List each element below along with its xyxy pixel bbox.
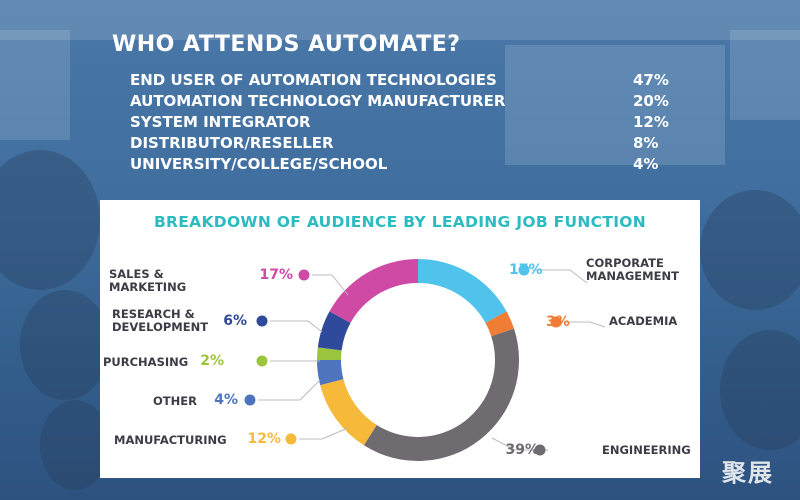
attendance-pct: 4% xyxy=(633,155,659,173)
slice-category-label: PURCHASING xyxy=(103,355,189,369)
slice-category-label: SALES & MARKETING xyxy=(109,267,187,294)
leader-line xyxy=(258,379,321,401)
donut-slice-purchasing xyxy=(317,347,342,360)
slice-percent-label: 17% xyxy=(259,267,293,283)
attendance-pct: 8% xyxy=(633,134,659,152)
attendance-label: END USER OF AUTOMATION TECHNOLOGIES xyxy=(130,71,497,89)
leader-line xyxy=(270,320,323,333)
donut-slice-other xyxy=(317,360,344,386)
slice-category-label: ENGINEERING xyxy=(602,443,691,457)
donut-slice-sales-marketing xyxy=(329,259,418,323)
leader-line xyxy=(532,269,588,284)
slice-percent-label: 2% xyxy=(200,353,224,369)
chart-title: BREAKDOWN OF AUDIENCE BY LEADING JOB FUN… xyxy=(153,213,647,231)
attendance-label: AUTOMATION TECHNOLOGY MANUFACTURER xyxy=(130,92,506,110)
donut-slice-manufacturing xyxy=(320,379,377,446)
legend-dot xyxy=(534,444,546,456)
slice-category-label: RESEARCH & DEVELOPMENT xyxy=(112,307,209,334)
attendance-pct: 12% xyxy=(633,113,669,131)
watermark-logo: 聚展 xyxy=(722,459,774,487)
legend-dot xyxy=(550,316,562,328)
donut-slice-research-development xyxy=(317,311,351,351)
slice-percent-label: 17% xyxy=(509,262,543,278)
slice-category-label: CORPORATE MANAGEMENT xyxy=(586,256,679,283)
donut-slice-academia xyxy=(485,311,515,337)
slice-percent-label: 12% xyxy=(247,431,281,447)
slice-percent-label: 3% xyxy=(546,314,570,330)
attendance-title: WHO ATTENDS AUTOMATE? xyxy=(112,32,461,57)
attendance-label: SYSTEM INTEGRATOR xyxy=(130,113,311,131)
slice-percent-label: 39% xyxy=(505,442,539,458)
legend-dot xyxy=(298,269,310,281)
slice-category-label: ACADEMIA xyxy=(609,314,678,328)
slice-percent-label: 4% xyxy=(214,392,238,408)
leader-line xyxy=(299,427,349,440)
leader-line xyxy=(312,274,349,296)
leader-line xyxy=(564,321,606,328)
donut-slice-engineering xyxy=(363,328,519,461)
chart-panel: BREAKDOWN OF AUDIENCE BY LEADING JOB FUN… xyxy=(100,200,700,478)
attendance-label: UNIVERSITY/COLLEGE/SCHOOL xyxy=(130,155,388,173)
attendance-pct: 20% xyxy=(633,92,669,110)
slice-percent-label: 6% xyxy=(223,313,247,329)
legend-dot xyxy=(244,394,256,406)
slice-category-label: MANUFACTURING xyxy=(114,433,227,447)
slice-category-label: OTHER xyxy=(153,394,197,408)
attendance-label: DISTRIBUTOR/RESELLER xyxy=(130,134,334,152)
donut-chart xyxy=(244,259,606,461)
legend-dot xyxy=(285,433,297,445)
attendance-pct: 47% xyxy=(633,71,669,89)
legend-dot xyxy=(518,264,530,276)
legend-dot xyxy=(256,355,268,367)
donut-slice-corporate-management xyxy=(418,259,507,323)
legend-dot xyxy=(256,315,268,327)
